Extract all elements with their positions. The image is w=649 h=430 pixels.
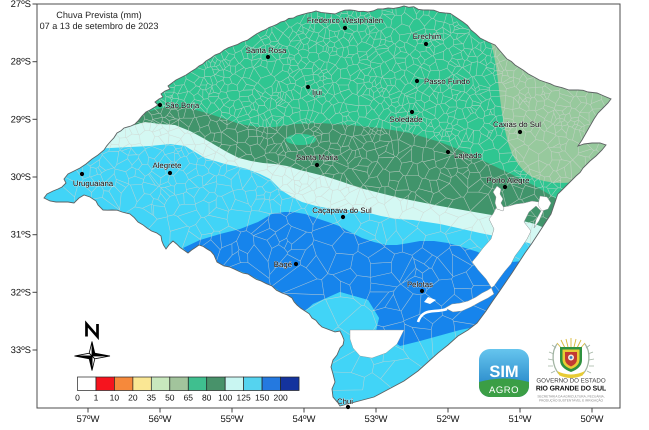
svg-text:Chuva Prevista (mm): Chuva Prevista (mm)	[56, 10, 141, 20]
svg-text:São Borja: São Borja	[165, 101, 200, 110]
svg-text:65: 65	[184, 393, 194, 403]
svg-text:Bagé: Bagé	[274, 260, 292, 269]
svg-text:1: 1	[94, 393, 99, 403]
svg-text:RIO GRANDE DO SUL: RIO GRANDE DO SUL	[536, 386, 606, 393]
svg-text:10: 10	[110, 393, 120, 403]
svg-text:20: 20	[128, 393, 138, 403]
svg-text:Lajeado: Lajeado	[454, 151, 482, 160]
svg-text:Pelotas: Pelotas	[407, 280, 433, 289]
svg-text:33ºS: 33ºS	[11, 345, 31, 356]
svg-text:PRODUÇÃO SUSTENTÁVEL E IRRIGAÇ: PRODUÇÃO SUSTENTÁVEL E IRRIGAÇÃO	[539, 399, 604, 403]
svg-text:200: 200	[274, 393, 288, 403]
svg-text:31ºS: 31ºS	[11, 230, 31, 241]
svg-text:57ºW: 57ºW	[76, 414, 99, 425]
svg-text:Alegrete: Alegrete	[152, 161, 181, 170]
svg-text:Erechim: Erechim	[413, 32, 442, 41]
svg-text:100: 100	[218, 393, 232, 403]
svg-text:Ijui: Ijui	[312, 88, 322, 97]
svg-text:Uruguaiana: Uruguaiana	[73, 179, 114, 188]
svg-text:SECRETARIA DA AGRICULTURA, PEC: SECRETARIA DA AGRICULTURA, PECUÁRIA,	[537, 395, 604, 399]
svg-text:54ºW: 54ºW	[292, 414, 315, 425]
svg-text:Santa Maria: Santa Maria	[296, 153, 339, 162]
svg-text:Santa Rosa: Santa Rosa	[246, 46, 287, 55]
svg-text:50ºW: 50ºW	[580, 414, 603, 425]
svg-text:29ºS: 29ºS	[11, 114, 31, 125]
svg-text:50: 50	[165, 393, 175, 403]
svg-text:Frederico Westphalen: Frederico Westphalen	[307, 16, 383, 25]
svg-text:Porto Alegre: Porto Alegre	[487, 176, 530, 185]
svg-text:150: 150	[255, 393, 269, 403]
svg-text:AGRO: AGRO	[489, 385, 519, 396]
svg-text:53ºW: 53ºW	[364, 414, 387, 425]
svg-text:Chui: Chui	[337, 397, 353, 406]
svg-text:56ºW: 56ºW	[148, 414, 171, 425]
svg-text:125: 125	[237, 393, 251, 403]
svg-text:51ºW: 51ºW	[508, 414, 531, 425]
svg-text:35: 35	[147, 393, 157, 403]
svg-text:80: 80	[202, 393, 212, 403]
svg-text:28ºS: 28ºS	[11, 57, 31, 68]
svg-text:30ºS: 30ºS	[11, 172, 31, 183]
svg-text:Caçapava do Sul: Caçapava do Sul	[312, 206, 372, 215]
svg-text:52ºW: 52ºW	[436, 414, 459, 425]
svg-text:Caxias do Sul: Caxias do Sul	[493, 120, 541, 129]
svg-text:GOVERNO DO ESTADO: GOVERNO DO ESTADO	[536, 378, 606, 385]
svg-text:SIM: SIM	[489, 363, 518, 381]
svg-text:32ºS: 32ºS	[11, 287, 31, 298]
svg-text:Soledade: Soledade	[390, 115, 423, 124]
svg-text:0: 0	[75, 393, 80, 403]
svg-text:27ºS: 27ºS	[11, 0, 31, 10]
svg-text:07 a 13 de setembro de 2023: 07 a 13 de setembro de 2023	[40, 21, 159, 31]
svg-text:Passo Fundo: Passo Fundo	[424, 77, 471, 86]
svg-text:55ºW: 55ºW	[220, 414, 243, 425]
